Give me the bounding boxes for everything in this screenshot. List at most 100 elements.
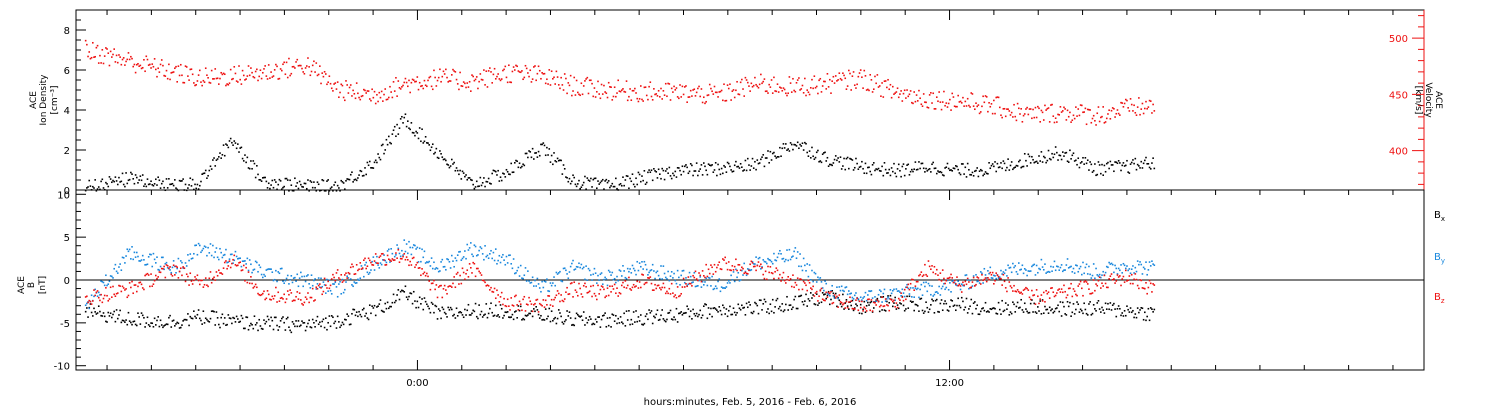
b-by-point: [804, 264, 806, 267]
density-point: [590, 177, 592, 180]
density-point: [756, 159, 759, 161]
b-by-point: [663, 272, 666, 275]
density-point: [902, 163, 905, 165]
b-bz-point: [108, 298, 111, 300]
velocity-point: [245, 78, 247, 80]
velocity-point: [126, 58, 129, 61]
b-by-point: [1059, 266, 1062, 269]
b-bz-point: [1060, 288, 1063, 290]
density-point: [513, 162, 516, 164]
density-point: [376, 161, 378, 164]
velocity-point: [1058, 114, 1061, 116]
b-bz-point: [801, 288, 804, 291]
b-by-point: [174, 265, 176, 268]
b-by-point: [582, 266, 585, 269]
b-bx-point: [385, 307, 388, 310]
density-axis-label-line1: ACE: [29, 91, 39, 109]
b-bz-point: [285, 298, 288, 300]
b-by-point: [1075, 264, 1077, 266]
velocity-point: [379, 96, 382, 99]
velocity-point: [757, 86, 760, 89]
velocity-point: [963, 105, 965, 107]
b-bz-point: [695, 278, 698, 280]
b-by-point: [86, 302, 88, 305]
b-by-point: [347, 277, 350, 279]
b-bz-point: [1148, 279, 1151, 282]
b-bx-point: [718, 306, 721, 308]
density-point: [679, 169, 681, 172]
b-by-point: [622, 265, 624, 267]
b-bx-point: [420, 303, 422, 305]
b-bz-point: [647, 277, 649, 279]
b-bz-point: [512, 305, 515, 307]
density-point: [997, 166, 1000, 169]
density-point: [943, 174, 945, 177]
b-by-point: [317, 277, 320, 279]
density-point: [155, 178, 157, 181]
b-by-point: [228, 258, 231, 260]
velocity-point: [1135, 114, 1138, 116]
b-bx-point: [664, 320, 667, 323]
velocity-point: [474, 78, 477, 81]
b-bx-point: [247, 328, 250, 331]
time-tick-label: 12:00: [935, 378, 964, 389]
density-point: [915, 168, 918, 171]
density-point: [742, 170, 744, 172]
b-by-point: [1044, 263, 1046, 265]
b-by-point: [1152, 263, 1154, 265]
b-bz-point: [1145, 281, 1147, 284]
density-point: [239, 147, 241, 149]
b-by-point: [342, 291, 345, 294]
b-bx-point: [97, 305, 100, 307]
velocity-point: [921, 105, 924, 107]
b-by-point: [859, 296, 862, 299]
b-bx-point: [672, 318, 674, 321]
b-by-point: [786, 249, 788, 251]
velocity-point: [1050, 104, 1052, 106]
b-bx-point: [654, 316, 656, 319]
b-by-point: [867, 294, 869, 296]
density-point: [169, 183, 171, 186]
b-by-point: [446, 258, 448, 260]
b-bx-point: [459, 311, 461, 313]
velocity-point: [505, 76, 508, 79]
density-point: [811, 146, 813, 149]
b-bx-point: [208, 321, 211, 323]
velocity-point: [256, 68, 258, 71]
velocity-point: [90, 56, 93, 59]
b-bx-point: [1090, 313, 1093, 316]
b-bx-point: [694, 315, 697, 317]
density-point: [793, 143, 795, 146]
velocity-point: [592, 95, 595, 98]
b-bz-point: [292, 299, 295, 302]
velocity-point: [911, 101, 913, 104]
b-bx-point: [585, 317, 587, 319]
density-point: [648, 169, 650, 171]
velocity-point: [183, 81, 186, 84]
b-bz-point: [442, 288, 445, 290]
density-point: [358, 174, 360, 176]
velocity-point: [673, 85, 675, 88]
velocity-point: [864, 75, 867, 77]
density-point: [752, 167, 755, 169]
density-point: [831, 164, 833, 167]
density-point: [426, 142, 428, 144]
b-by-point: [144, 264, 146, 266]
b-bx-point: [234, 321, 237, 323]
b-bx-point: [802, 303, 805, 306]
velocity-point: [354, 97, 357, 100]
b-bz-point: [918, 274, 920, 277]
velocity-point: [194, 84, 196, 87]
b-by-point: [920, 283, 923, 286]
velocity-point: [958, 101, 961, 103]
density-tick-label: 2: [64, 146, 70, 157]
density-point: [598, 183, 600, 185]
b-bz-point: [839, 301, 842, 303]
density-point: [333, 184, 335, 186]
b-bx-point: [688, 315, 691, 318]
velocity-point: [779, 86, 781, 89]
velocity-point: [393, 90, 396, 92]
b-bx-point: [792, 306, 794, 309]
velocity-point: [231, 78, 233, 81]
b-by-point: [576, 266, 579, 268]
